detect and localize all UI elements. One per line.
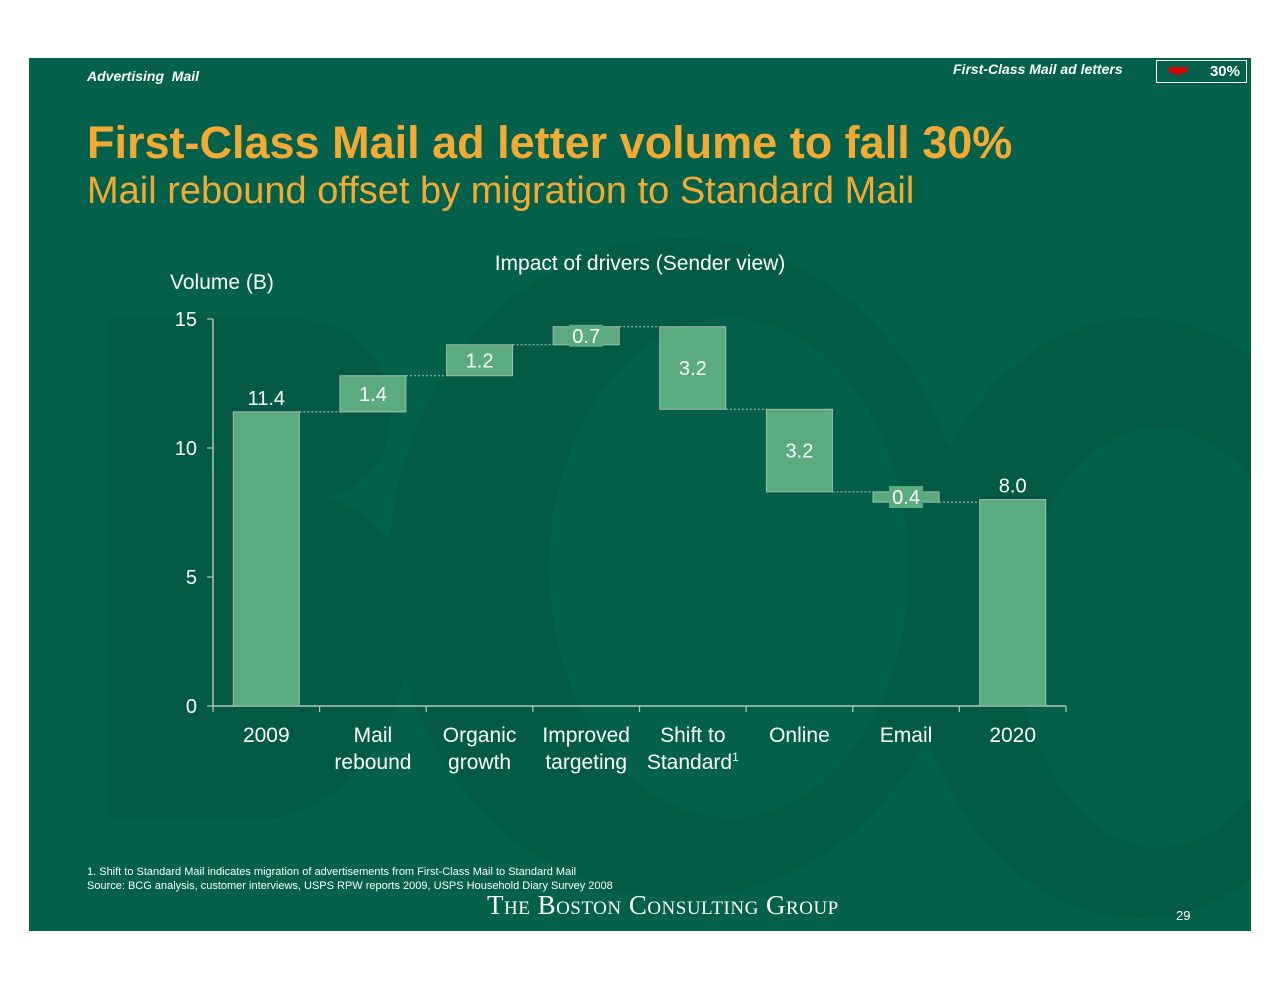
category-label: Improved: [542, 724, 630, 747]
bar-value-label: 1.2: [466, 350, 494, 372]
category-label: Standard1: [647, 750, 739, 774]
bar: [339, 375, 407, 413]
bar: [659, 326, 727, 410]
source-note: Source: BCG analysis, customer interview…: [87, 880, 613, 892]
category-label: growth: [448, 751, 511, 774]
page-subtitle: Mail rebound offset by migration to Stan…: [87, 170, 915, 212]
section-label: Advertising Mail: [87, 68, 200, 84]
page-number: 29: [1176, 908, 1191, 923]
footnote-block: 1. Shift to Standard Mail indicates migr…: [87, 865, 613, 893]
category-label: Online: [769, 724, 830, 747]
bar-label-tag: [889, 486, 924, 509]
bar: [446, 344, 514, 377]
waterfall-chart: Impact of drivers (Sender view) Volume (…: [170, 252, 1067, 774]
category-label: Organic: [443, 724, 517, 747]
category-label: 2009: [243, 724, 290, 747]
category-label: Shift to: [660, 724, 725, 747]
tracker-value: 30%: [1209, 63, 1240, 80]
chart-plot-area: 0 5 10 15 11.4 2009 1.4 Mail rebound 1.2 Organic gr…: [175, 309, 1067, 774]
slide: Advertising Mail First-Class Mail ad let…: [29, 58, 1251, 931]
y-axis-label: Volume (B): [170, 271, 274, 294]
bar: [979, 499, 1047, 707]
bar-value-label: 8.0: [999, 476, 1027, 498]
y-tick-label: 5: [186, 567, 197, 589]
category-label: Email: [880, 724, 933, 747]
bar-value-label: 0.7: [572, 326, 600, 348]
bar: [232, 411, 300, 707]
tracker-label: First-Class Mail ad letters: [953, 61, 1123, 77]
down-arrow-icon: [1169, 67, 1187, 77]
bcg-logo: The Boston Consulting Group: [487, 890, 839, 920]
bcg-watermark-logo: [109, 238, 1251, 918]
footnote: 1. Shift to Standard Mail indicates migr…: [87, 866, 577, 878]
y-tick-label: 10: [175, 438, 197, 460]
y-tick-label: 0: [186, 696, 197, 718]
category-label: rebound: [334, 751, 411, 774]
tracker-badge: 30%: [1156, 60, 1247, 83]
bar-value-label: 1.4: [359, 384, 387, 406]
chart-title: Impact of drivers (Sender view): [495, 252, 786, 275]
bar-value-label: 0.4: [892, 487, 920, 509]
bar-value-label: 3.2: [786, 441, 814, 463]
bar-value-label: 3.2: [679, 358, 707, 380]
bar: [765, 408, 833, 493]
bar-label-tag: [569, 324, 604, 347]
footnote-marker: 1: [732, 750, 739, 764]
y-tick-label: 15: [175, 309, 197, 331]
page-title: First-Class Mail ad letter volume to fal…: [87, 117, 1013, 168]
category-label: 2020: [989, 724, 1036, 747]
bar-value-label: 11.4: [248, 388, 285, 410]
category-label: Mail: [354, 724, 393, 747]
category-label: targeting: [545, 751, 627, 774]
